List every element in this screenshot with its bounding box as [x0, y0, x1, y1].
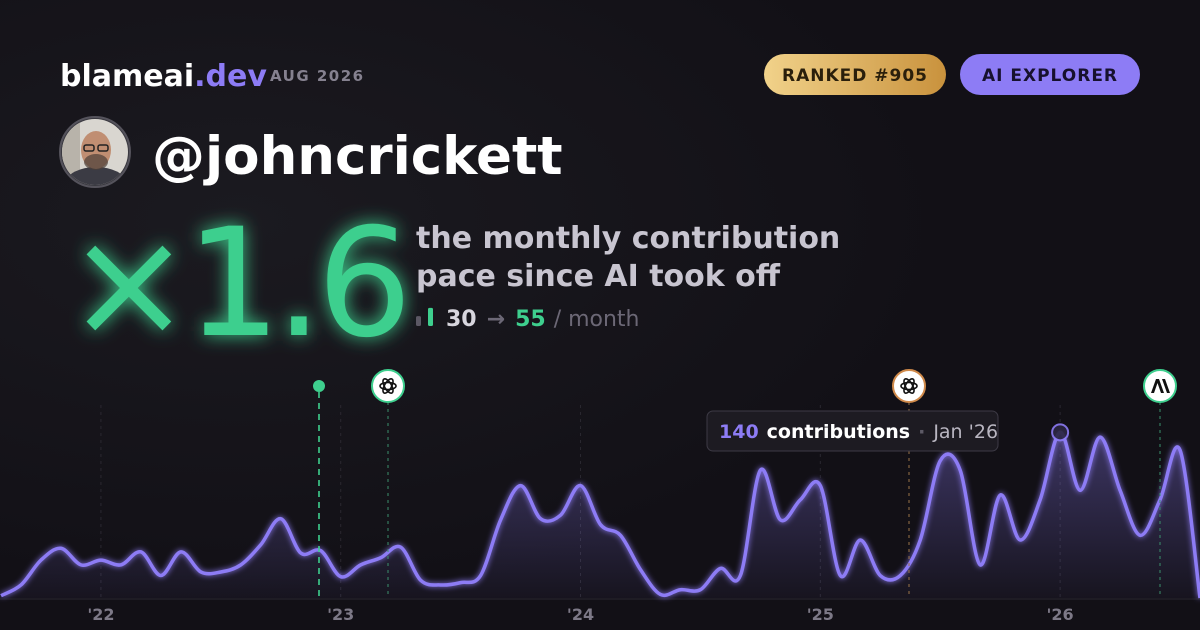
- event-markers: [313, 369, 1177, 598]
- caption-line: pace since AI took off: [416, 259, 781, 294]
- pace-from: 30: [446, 307, 477, 332]
- pace-unit: / month: [554, 307, 640, 332]
- tooltip-label: contributions: [767, 421, 910, 443]
- pace-to: 55: [515, 307, 546, 332]
- x-tick-label: '23: [327, 605, 354, 624]
- highlight-point: [1051, 423, 1070, 442]
- chart: '22 '23 '24 '25 '26: [0, 405, 1200, 624]
- event-dot: [313, 380, 325, 392]
- tier-badge: [960, 54, 1140, 95]
- caption-line: the monthly contribution: [416, 221, 840, 256]
- x-tick-label: '25: [807, 605, 834, 624]
- x-tick-label: '26: [1047, 605, 1074, 624]
- tooltip-text: 140 contributions · Jan '26: [719, 421, 998, 443]
- x-tick-label: '22: [87, 605, 114, 624]
- pace-arrow: →: [487, 307, 505, 332]
- tier-badge-text: AI EXPLORER: [982, 66, 1118, 86]
- openai-icon: [892, 369, 926, 403]
- brand: blameai.dev: [60, 59, 267, 94]
- handle: @johncrickett: [152, 126, 563, 187]
- line: [0, 430, 1200, 599]
- avatar: [59, 116, 131, 188]
- multiplier: ×1.6: [66, 197, 406, 371]
- pace: 30 → 55 / month: [446, 307, 640, 332]
- tooltip-sep: ·: [918, 421, 925, 443]
- pace-bars: [416, 307, 433, 326]
- tooltip: 140 contributions · Jan '26: [706, 410, 999, 452]
- anthropic-icon: [1143, 369, 1177, 403]
- pace-bar: [428, 307, 433, 326]
- rank-badge-text: RANKED #905: [782, 66, 928, 86]
- tooltip-value: 140: [719, 421, 759, 443]
- brand-suffix: .dev: [194, 59, 267, 94]
- x-tick-label: '24: [567, 605, 594, 624]
- tooltip-date: Jan '26: [932, 421, 998, 443]
- area: [1, 432, 1200, 598]
- pace-bar: [416, 316, 421, 326]
- openai-icon: [371, 369, 405, 403]
- rank-badge: [764, 54, 946, 95]
- date: AUG 2026: [270, 67, 365, 85]
- brand-name: blameai: [60, 59, 194, 94]
